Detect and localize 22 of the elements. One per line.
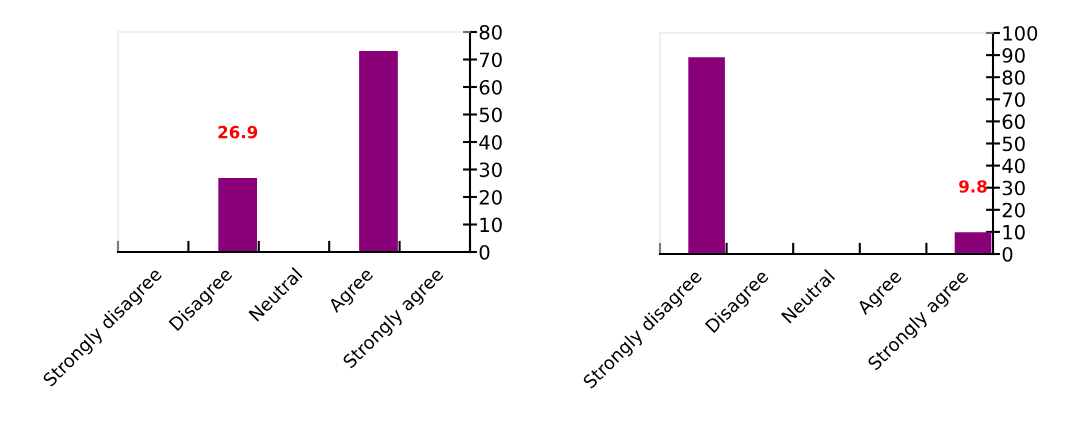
y-tick-label: 60 [479,79,502,95]
y-tick-label: 0 [1002,246,1013,262]
y-tick-label: 20 [479,189,502,205]
y-tick-label: 0 [479,244,490,260]
y-tick-label: 10 [1003,224,1025,240]
y-tick-label: 30 [479,162,502,178]
y-tick-label: 50 [479,107,502,123]
y-tick-label: 60 [1002,114,1025,130]
y-tick-label: 20 [1002,202,1025,218]
y-tick-label: 50 [1002,136,1025,152]
data-label: 9.8 [959,180,987,193]
y-tick-label: 40 [479,134,502,150]
y-tick-label: 100 [1003,25,1038,41]
y-tick-label: 80 [1002,70,1025,85]
y-tick-label: 30 [1002,180,1025,196]
data-label: 26.9 [218,125,258,139]
y-tick-label: 80 [479,24,502,40]
y-tick-label: 70 [1002,92,1025,107]
y-tick-label: 40 [1002,158,1025,174]
y-tick-label: 70 [479,52,502,68]
y-tick-label: 10 [480,217,502,233]
y-tick-label: 90 [1002,48,1025,63]
